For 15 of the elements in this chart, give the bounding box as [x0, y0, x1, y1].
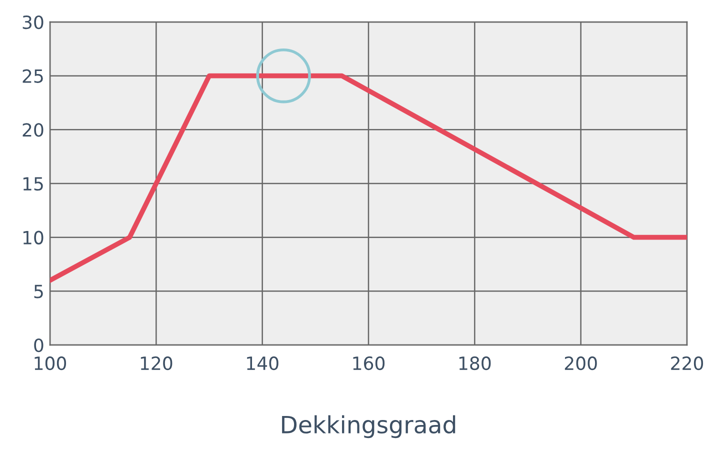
- y-tick-label: 15: [23, 177, 43, 191]
- x-tick-label: 220: [671, 356, 704, 370]
- y-tick-label: 20: [22, 123, 44, 137]
- x-tick-label: 120: [140, 356, 172, 370]
- x-tick-label: 200: [564, 356, 597, 370]
- x-tick-label: 180: [459, 356, 491, 370]
- y-tick-label: 5: [34, 284, 43, 298]
- y-tick-label: 0: [34, 338, 44, 352]
- x-axis-title: Dekkingsgraad: [282, 415, 456, 438]
- x-tick-label: 100: [34, 356, 66, 370]
- y-tick-label: 25: [22, 69, 43, 83]
- y-tick-label: 30: [22, 15, 44, 30]
- x-tick-label: 160: [353, 356, 385, 370]
- y-tick-label: 10: [23, 230, 44, 244]
- x-tick-label: 140: [247, 356, 278, 370]
